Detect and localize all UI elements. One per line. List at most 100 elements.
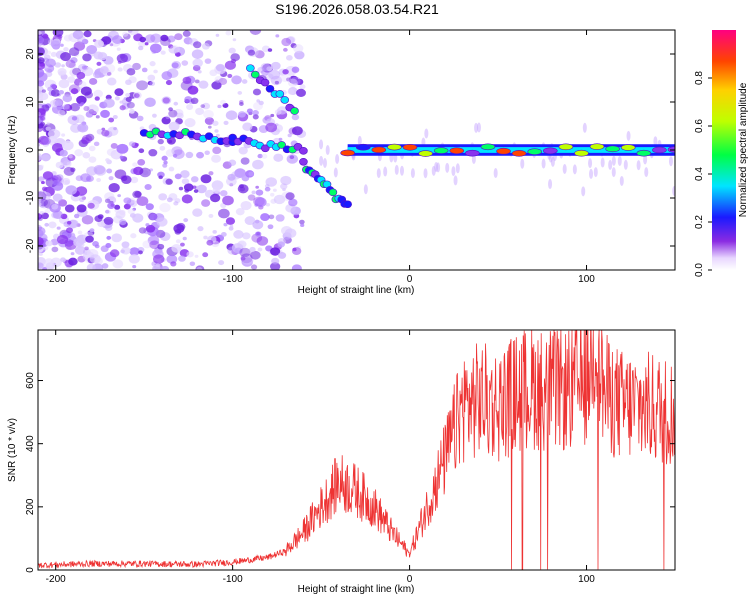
snr-x-tick-label: -100 bbox=[223, 574, 243, 585]
spectrogram-noise bbox=[60, 52, 71, 62]
spectrogram-noise bbox=[61, 177, 71, 186]
spectrogram-noise bbox=[193, 189, 199, 193]
spectrogram-noise bbox=[325, 145, 330, 156]
spectrogram-noise bbox=[258, 100, 264, 106]
spectrogram-noise bbox=[145, 223, 150, 227]
spectrogram-noise bbox=[158, 193, 168, 201]
snr-y-tick-label: 400 bbox=[25, 435, 36, 452]
spectrogram-noise bbox=[78, 81, 87, 88]
spectrogram-noise bbox=[255, 231, 262, 237]
spectrogram-noise bbox=[270, 247, 281, 256]
spectrogram-x-label: Height of straight line (km) bbox=[298, 285, 415, 296]
spectrogram-noise bbox=[47, 86, 53, 92]
spectrogram-noise bbox=[149, 240, 160, 250]
spectrogram-noise bbox=[268, 69, 281, 80]
spectrogram-ridge-blob bbox=[299, 158, 308, 166]
spectrogram-noise bbox=[95, 115, 100, 119]
spectrogram-noise bbox=[159, 145, 166, 151]
spectrogram-noise bbox=[101, 129, 110, 137]
spectrogram-noise bbox=[173, 201, 179, 206]
snr-x-label: Height of straight line (km) bbox=[298, 584, 415, 595]
spectrogram-noise bbox=[107, 126, 119, 136]
spectrogram-noise bbox=[153, 254, 165, 264]
spectrogram-noise bbox=[572, 164, 577, 175]
spectrogram-noise bbox=[212, 186, 221, 194]
spectrogram-noise bbox=[127, 208, 136, 215]
spectrogram-noise bbox=[280, 183, 288, 190]
spectrogram-noise bbox=[319, 155, 324, 166]
spectrogram-noise bbox=[257, 247, 263, 252]
spectrogram-noise bbox=[125, 96, 132, 102]
spectrogram-noise bbox=[38, 135, 49, 145]
spectrogram-noise bbox=[99, 66, 109, 74]
spectrogram-noise bbox=[94, 96, 100, 101]
spectrogram-noise bbox=[38, 213, 43, 220]
spectrogram-noise bbox=[174, 33, 183, 41]
spectrogram-noise bbox=[222, 195, 234, 206]
spectrogram-noise bbox=[138, 227, 147, 234]
spectrogram-noise bbox=[62, 94, 73, 103]
spectrogram-noise bbox=[589, 168, 594, 179]
spectrogram-noise bbox=[68, 257, 78, 266]
spectrogram-noise bbox=[104, 198, 111, 204]
spectrogram-ridge-blob bbox=[275, 90, 285, 98]
spectrogram-noise bbox=[77, 123, 89, 133]
spectrogram-noise bbox=[157, 243, 165, 250]
spectrogram-ridge-blob bbox=[355, 143, 371, 151]
spectrogram-noise bbox=[270, 61, 281, 70]
spectrogram-ridge-blob bbox=[465, 149, 480, 157]
spectrogram-noise bbox=[116, 47, 121, 51]
spectrogram-noise bbox=[133, 93, 140, 98]
spectrogram-noise bbox=[66, 227, 73, 234]
spectrogram-noise bbox=[292, 247, 297, 252]
spectrogram-noise bbox=[227, 73, 233, 79]
spectrogram-y-label: Frequency (Hz) bbox=[7, 116, 18, 185]
spectrogram-noise bbox=[41, 186, 48, 192]
spectrogram-noise bbox=[74, 149, 84, 157]
spectrogram-noise bbox=[261, 69, 269, 76]
spectrogram-noise bbox=[38, 236, 44, 246]
spectrogram-y-tick-label: 20 bbox=[25, 48, 36, 60]
spectrogram-noise bbox=[58, 79, 70, 89]
spectrogram-noise bbox=[84, 246, 89, 251]
spectrogram-ridge-blob bbox=[480, 143, 496, 151]
spectrogram-noise bbox=[291, 66, 300, 73]
spectrogram-x-tick-label: -100 bbox=[223, 274, 243, 285]
spectrogram-noise bbox=[94, 39, 104, 48]
spectrogram-noise bbox=[150, 33, 162, 44]
spectrogram-noise bbox=[75, 103, 80, 107]
spectrogram-noise bbox=[130, 233, 137, 239]
spectrogram-noise bbox=[38, 94, 44, 104]
spectrogram-noise bbox=[394, 164, 399, 175]
spectrogram-noise bbox=[80, 86, 92, 96]
spectrogram-noise bbox=[106, 77, 117, 86]
spectrogram-noise bbox=[227, 246, 238, 255]
spectrogram-noise bbox=[120, 249, 125, 254]
spectrogram-noise bbox=[138, 45, 144, 51]
snr-y-tick-label: 200 bbox=[25, 498, 36, 515]
spectrogram-noise bbox=[137, 159, 146, 166]
spectrogram-noise bbox=[80, 102, 85, 106]
spectrogram-noise bbox=[40, 116, 46, 121]
spectrogram-noise bbox=[335, 153, 340, 164]
spectrogram-noise bbox=[241, 79, 248, 84]
spectrogram-noise bbox=[83, 106, 90, 112]
spectrogram-noise bbox=[219, 190, 228, 197]
spectrogram-noise bbox=[319, 139, 324, 150]
spectrogram-noise bbox=[212, 146, 222, 155]
spectrogram-noise bbox=[600, 157, 605, 168]
spectrogram-noise bbox=[48, 221, 57, 229]
spectrogram-noise bbox=[103, 216, 114, 225]
spectrogram-noise bbox=[62, 160, 72, 168]
spectrogram-noise bbox=[181, 194, 193, 204]
spectrogram-noise bbox=[296, 88, 306, 98]
spectrogram-ridge-blob bbox=[402, 143, 418, 151]
spectrogram-y-tick-label: 10 bbox=[25, 96, 36, 108]
spectrogram-noise bbox=[152, 264, 164, 270]
chart-title: S196.2026.058.03.54.R21 bbox=[275, 1, 439, 17]
spectrogram-noise bbox=[229, 224, 234, 228]
spectrogram-noise bbox=[106, 148, 116, 157]
spectrogram-noise bbox=[128, 254, 140, 264]
spectrogram-noise bbox=[182, 76, 192, 85]
spectrogram-noise bbox=[159, 202, 171, 213]
